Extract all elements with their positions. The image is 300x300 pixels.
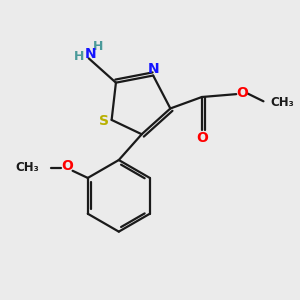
Text: S: S bbox=[99, 114, 109, 128]
Text: CH₃: CH₃ bbox=[16, 161, 39, 174]
Text: H: H bbox=[74, 50, 84, 63]
Text: O: O bbox=[237, 86, 248, 100]
Text: O: O bbox=[196, 131, 208, 145]
Text: CH₃: CH₃ bbox=[271, 96, 294, 109]
Text: H: H bbox=[93, 40, 104, 52]
Text: N: N bbox=[84, 47, 96, 61]
Text: N: N bbox=[148, 62, 159, 76]
Text: O: O bbox=[61, 160, 73, 173]
